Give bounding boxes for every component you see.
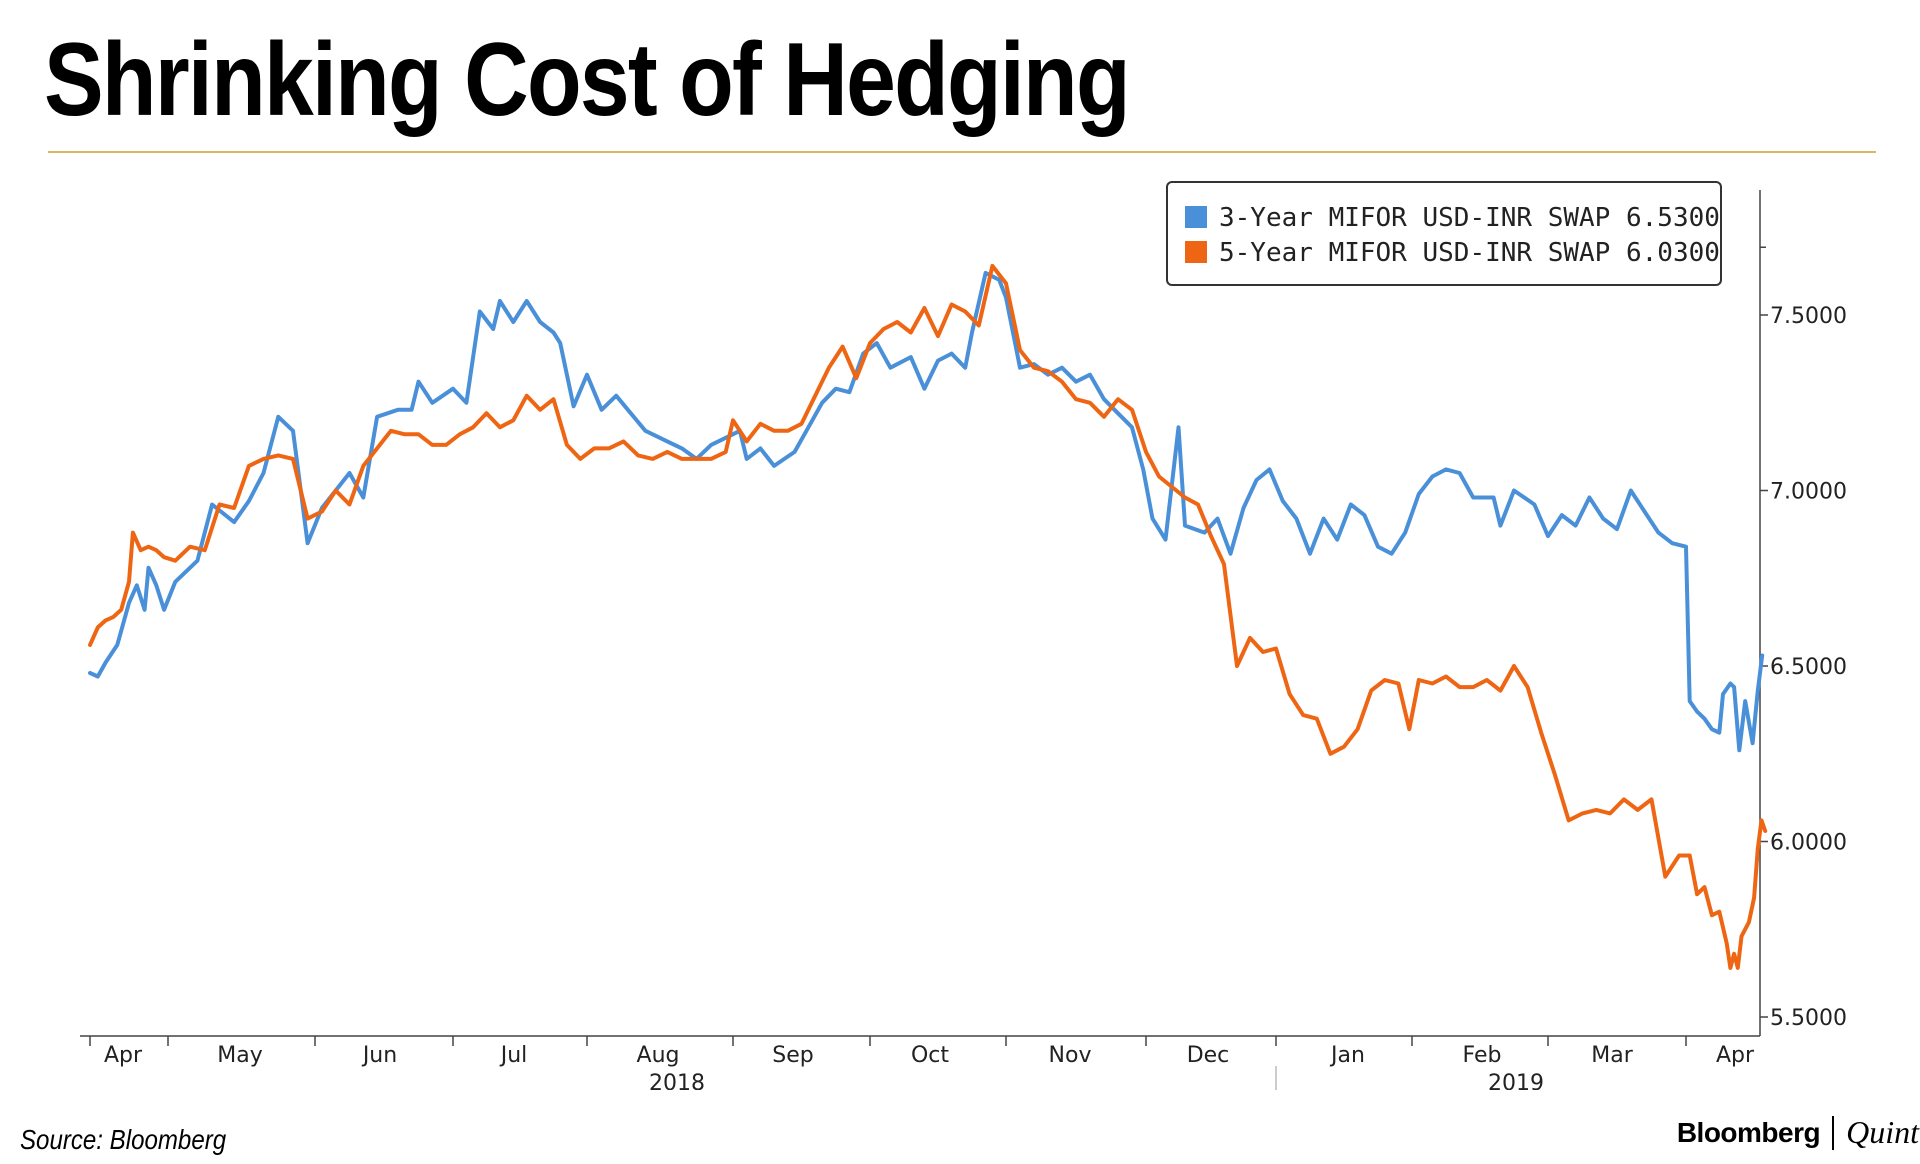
x-month-label: Apr	[104, 1043, 143, 1068]
legend-box	[1166, 181, 1722, 286]
source-note: Source: Bloomberg	[20, 1124, 227, 1155]
title-divider	[48, 151, 1876, 153]
legend-label-3y: 3-Year MIFOR USD-INR SWAP 6.5300	[1219, 203, 1720, 233]
brand-logo: Bloomberg Quint	[1677, 1114, 1919, 1151]
legend-swatch-3y	[1185, 206, 1207, 228]
y-tick-label: 6.5000	[1770, 655, 1847, 680]
y-tick-label: 6.0000	[1770, 831, 1847, 856]
axis-ticks: 7.5000 7.0000 6.5000 6.0000 5.5000 Apr May Jun J…	[89, 246, 1847, 1090]
line-chart: 7.5000 7.0000 6.5000 6.0000 5.5000 Apr May Jun J…	[80, 181, 1847, 1090]
x-month-label: Dec	[1187, 1043, 1230, 1068]
x-month-label: Jan	[1329, 1043, 1365, 1068]
x-month-label: Sep	[772, 1043, 813, 1068]
legend: 3-Year MIFOR USD-INR SWAP 6.5300 5-Year …	[1166, 181, 1722, 286]
y-tick-label: 5.5000	[1770, 1006, 1847, 1031]
x-month-label: Mar	[1591, 1043, 1633, 1068]
x-month-label: Jun	[361, 1043, 397, 1068]
legend-swatch-5y	[1185, 241, 1207, 263]
x-month-label: Feb	[1463, 1043, 1502, 1068]
legend-label-5y: 5-Year MIFOR USD-INR SWAP 6.0300	[1219, 238, 1720, 268]
series-line-5y	[88, 263, 1768, 970]
brand-bloomberg: Bloomberg	[1676, 1116, 1821, 1148]
chart-title: Shrinking Cost of Hedging	[44, 22, 1131, 138]
x-month-label: Oct	[911, 1043, 949, 1068]
x-year-label: 2019	[1488, 1071, 1544, 1090]
x-month-label: Aug	[637, 1043, 680, 1068]
series-line-3y	[88, 270, 1765, 753]
brand-quint: Quint	[1846, 1114, 1919, 1150]
x-month-label: May	[217, 1043, 262, 1068]
brand-divider	[1832, 1115, 1835, 1150]
y-tick-label: 7.5000	[1770, 304, 1847, 329]
y-tick-label: 7.0000	[1770, 480, 1847, 505]
series-lines	[88, 263, 1768, 970]
x-month-label: Jul	[499, 1043, 528, 1068]
x-month-label: Apr	[1716, 1043, 1755, 1068]
x-month-label: Nov	[1049, 1043, 1092, 1068]
x-year-label: 2018	[649, 1071, 705, 1090]
